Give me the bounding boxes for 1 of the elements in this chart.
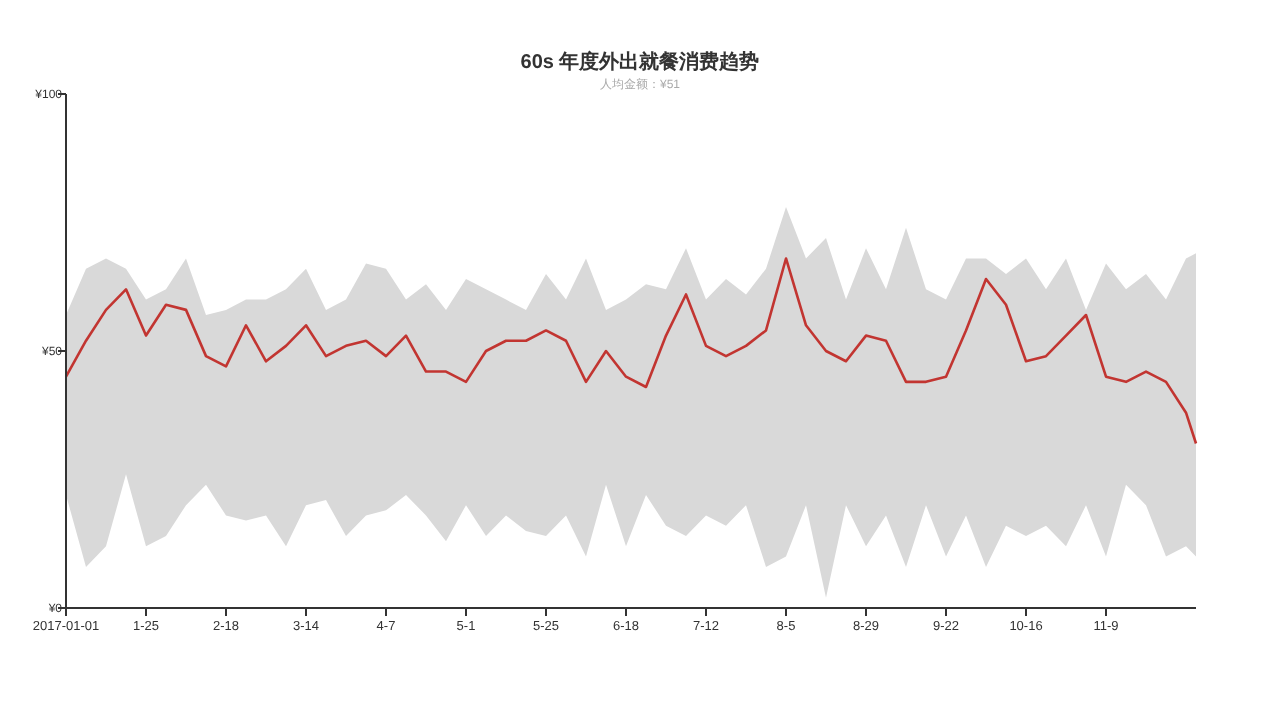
chart-title: 60s 年度外出就餐消费趋势 <box>520 50 760 74</box>
